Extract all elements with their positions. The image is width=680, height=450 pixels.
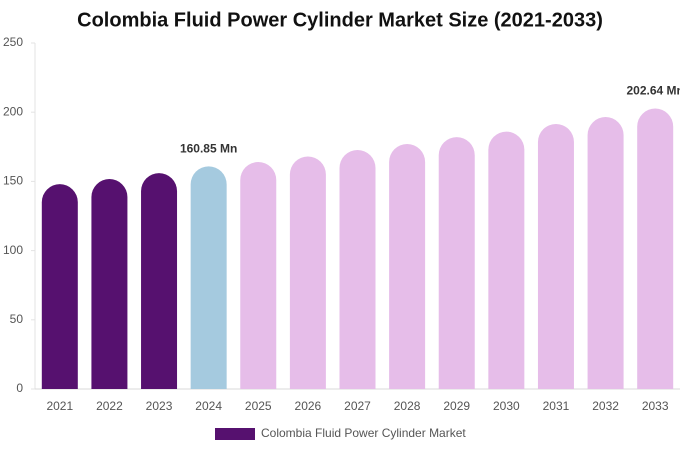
bar xyxy=(141,173,178,389)
chart-title: Colombia Fluid Power Cylinder Market Siz… xyxy=(77,9,603,31)
value-label: 160.85 Mn xyxy=(180,142,237,156)
bar xyxy=(389,144,426,389)
legend-label: Colombia Fluid Power Cylinder Market xyxy=(261,426,466,440)
bar xyxy=(637,108,674,390)
x-tick-label: 2027 xyxy=(344,399,371,413)
x-tick-label: 2023 xyxy=(146,399,173,413)
bar xyxy=(41,184,78,389)
x-tick-label: 2026 xyxy=(295,399,322,413)
x-tick-label: 2033 xyxy=(642,399,669,413)
x-tick-label: 2032 xyxy=(592,399,619,413)
x-tick-label: 2021 xyxy=(46,399,73,413)
x-tick-label: 2024 xyxy=(195,399,222,413)
bar xyxy=(240,162,277,389)
y-tick-label: 150 xyxy=(3,174,23,188)
y-tick-label: 100 xyxy=(3,243,23,257)
y-tick-label: 50 xyxy=(10,312,24,326)
y-tick-label: 250 xyxy=(3,35,23,49)
x-tick-label: 2030 xyxy=(493,399,520,413)
x-tick-label: 2031 xyxy=(543,399,570,413)
bar xyxy=(91,179,128,389)
bar xyxy=(289,156,326,389)
y-tick-label: 200 xyxy=(3,104,23,118)
x-tick-label: 2028 xyxy=(394,399,421,413)
value-label: 202.64 Mn xyxy=(627,84,680,98)
x-tick-label: 2025 xyxy=(245,399,272,413)
bar xyxy=(587,117,624,389)
legend-swatch xyxy=(215,428,255,440)
x-tick-label: 2029 xyxy=(443,399,470,413)
bar xyxy=(190,166,227,389)
bar xyxy=(339,149,376,389)
bar xyxy=(438,137,475,389)
y-tick-label: 0 xyxy=(16,381,23,395)
bar xyxy=(488,131,525,389)
bar xyxy=(537,123,574,390)
x-tick-label: 2022 xyxy=(96,399,123,413)
